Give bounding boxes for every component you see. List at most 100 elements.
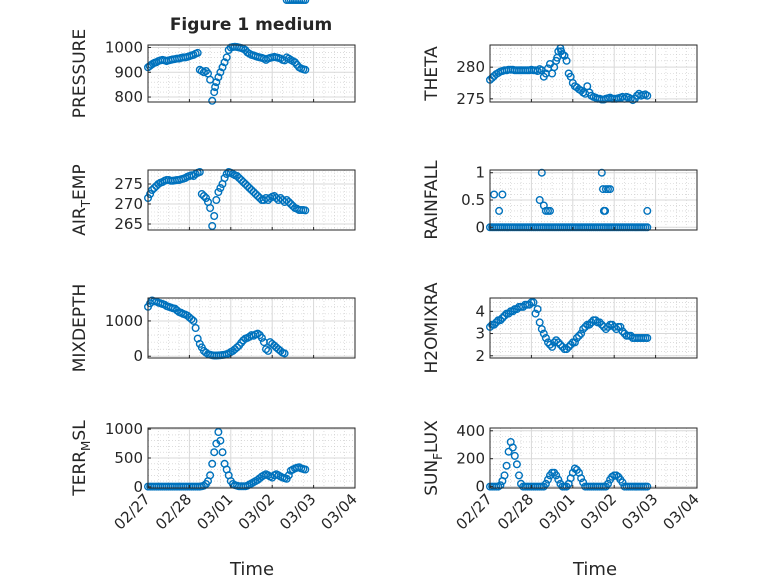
data-point: [235, 173, 244, 182]
data-point: [241, 179, 250, 188]
data-series: [486, 44, 652, 105]
y-tick-label: 0: [475, 478, 485, 496]
data-point: [531, 309, 540, 318]
data-point: [572, 334, 581, 343]
data-point: [643, 334, 652, 343]
y-tick-label: 400: [456, 422, 485, 440]
x-axis-label-left: Time: [229, 559, 274, 580]
data-point: [515, 471, 524, 480]
data-point: [597, 168, 606, 177]
data-series: [486, 438, 652, 491]
data-point: [245, 183, 254, 192]
data-point: [212, 195, 221, 204]
y-tick-label: 275: [456, 90, 485, 108]
data-point: [577, 474, 586, 483]
data-point: [564, 342, 573, 351]
data-point: [301, 65, 310, 74]
data-point: [537, 168, 546, 177]
data-series: [486, 298, 652, 354]
data-point: [212, 78, 221, 87]
data-point: [579, 478, 588, 487]
data-point: [172, 306, 181, 315]
data-point: [643, 91, 652, 100]
data-point: [247, 185, 256, 194]
axes-box: [489, 297, 698, 359]
subplot-theta: 275 280 THETA: [422, 44, 698, 108]
data-point: [601, 325, 610, 334]
minor-grid: [490, 428, 697, 488]
data-point: [606, 185, 615, 194]
data-point: [216, 436, 225, 445]
axes-box: [147, 169, 356, 231]
subplot-pressure: 800 900 1000 PRESSURE: [70, 29, 356, 118]
data-point: [286, 199, 295, 208]
data-point: [562, 56, 571, 65]
y-axis-label: RAINFALL: [422, 160, 442, 240]
data-point: [301, 206, 310, 215]
data-point: [232, 343, 241, 352]
data-point: [525, 300, 534, 309]
data-series: [143, 167, 310, 230]
figure-title: Figure 1 medium: [170, 15, 332, 35]
data-point: [214, 187, 223, 196]
data-series: [143, 0, 310, 360]
data-point: [208, 459, 217, 468]
y-tick-label: 4: [475, 302, 485, 320]
data-point: [195, 167, 204, 176]
data-point: [552, 471, 561, 480]
data-point: [284, 197, 293, 206]
data-point: [220, 173, 229, 182]
y-tick-label: 3: [475, 325, 485, 343]
data-point: [554, 475, 563, 484]
y-tick-label: 0: [475, 218, 485, 236]
data-point: [510, 451, 519, 460]
data-point: [208, 96, 217, 105]
y-tick-label: 200: [456, 450, 485, 468]
data-point: [492, 318, 501, 327]
data-point: [643, 482, 652, 491]
data-point: [566, 340, 575, 349]
x-axis-label-right: Time: [572, 559, 617, 580]
data-point: [601, 206, 610, 215]
data-point: [616, 322, 625, 331]
data-point: [216, 68, 225, 77]
subplot-rainfall: 0 0.5 1 RAINFALL: [422, 160, 698, 240]
data-point: [604, 479, 613, 488]
data-point: [618, 327, 627, 336]
data-point: [282, 195, 291, 204]
data-point: [546, 340, 555, 349]
y-axis-label: H2OMIXRA: [422, 282, 442, 373]
data-point: [541, 334, 550, 343]
data-point: [239, 177, 248, 186]
data-point: [284, 471, 293, 480]
data-point: [146, 189, 155, 198]
data-point: [585, 320, 594, 329]
data-point: [218, 448, 227, 457]
data-point: [539, 329, 548, 338]
data-point: [239, 336, 248, 345]
data-point: [243, 181, 252, 190]
minor-grid: [490, 298, 697, 358]
y-tick-label: 270: [114, 195, 143, 213]
data-point: [508, 443, 517, 452]
data-point: [249, 187, 258, 196]
data-point: [222, 53, 231, 62]
y-tick-label: 800: [114, 88, 143, 106]
y-axis-label: SUNFLUX: [422, 420, 445, 496]
y-tick-label: 900: [114, 63, 143, 81]
y-tick-label: 1000: [105, 420, 143, 438]
data-point: [189, 316, 198, 325]
data-point: [533, 66, 542, 75]
y-axis-label: TERRMSL: [70, 420, 93, 497]
data-series: [143, 428, 310, 491]
data-point: [552, 336, 561, 345]
data-point: [301, 0, 310, 4]
data-point: [529, 298, 538, 307]
minor-grid: [148, 170, 355, 230]
y-tick-label: 1000: [105, 312, 143, 330]
y-tick-label: 1: [475, 164, 485, 182]
data-point: [643, 223, 652, 232]
data-point: [496, 481, 505, 490]
